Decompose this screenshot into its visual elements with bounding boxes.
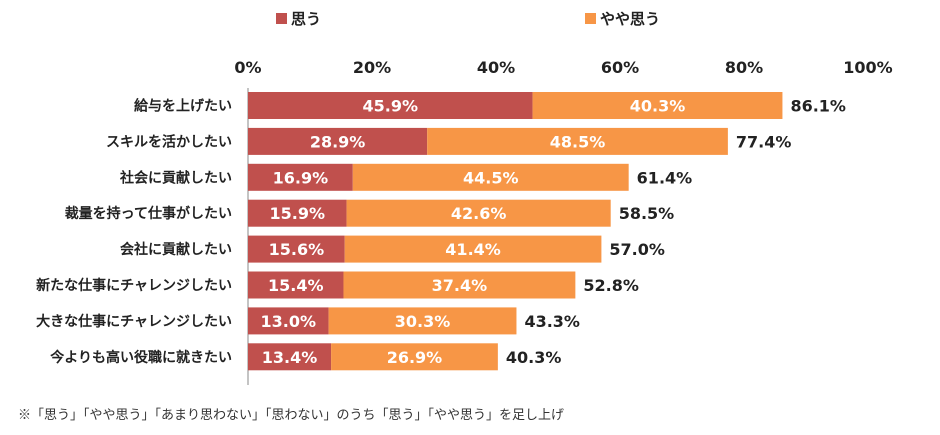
x-tick-label: 100% <box>843 58 892 77</box>
legend-item-yaya-omou: やや思う <box>585 8 660 29</box>
bar-omou <box>248 307 329 335</box>
x-tick-label: 40% <box>477 58 515 77</box>
stacked-bar-chart: 0% 20% 40% 60% 80% 100% 給与を上げたい 45.9% 40.3% 86.1%… <box>36 58 893 385</box>
total-label: 61.4% <box>637 168 693 187</box>
bar-yaya-omou <box>532 92 783 119</box>
category-label: スキルを活かしたい <box>106 133 232 150</box>
bar-omou <box>248 163 353 191</box>
category-label: 今よりも高い役職に就きたい <box>49 349 232 366</box>
category-label: 大きな仕事にチャレンジしたい <box>36 313 232 330</box>
total-label: 77.4% <box>736 132 792 151</box>
footnote: ※「思う」「やや思う」「あまり思わない」「思わない」のうち「思う」「やや思う」を… <box>18 408 565 423</box>
data-label: 26.9% <box>387 348 443 367</box>
category-label: 裁量を持って仕事がしたい <box>65 205 232 222</box>
bar-omou <box>248 271 344 299</box>
data-label: 13.4% <box>262 348 318 367</box>
category-label: 社会に貢献したい <box>119 169 232 186</box>
data-label: 15.6% <box>269 240 325 259</box>
x-tick-label: 20% <box>353 58 391 77</box>
data-label: 41.4% <box>445 240 501 259</box>
bar-omou <box>248 127 428 155</box>
data-label: 48.5% <box>550 132 606 151</box>
data-label: 15.4% <box>268 276 324 295</box>
total-label: 40.3% <box>506 348 562 367</box>
legend-label-omou: 思う <box>291 10 322 28</box>
data-label: 37.4% <box>432 276 488 295</box>
category-label: 新たな仕事にチャレンジしたい <box>36 277 232 294</box>
x-tick-label: 80% <box>725 58 763 77</box>
data-label: 13.0% <box>261 312 317 331</box>
total-label: 52.8% <box>583 276 639 295</box>
bar-yaya-omou <box>344 235 602 263</box>
bar-omou <box>248 343 332 371</box>
data-label: 15.9% <box>270 204 326 223</box>
bar-omou <box>248 235 345 263</box>
total-label: 57.0% <box>609 240 665 259</box>
legend-label-yaya-omou: やや思う <box>600 10 661 28</box>
data-label: 16.9% <box>273 168 329 187</box>
data-label: 44.5% <box>463 168 519 187</box>
bar-yaya-omou <box>331 343 498 371</box>
x-tick-label: 0% <box>234 58 261 77</box>
data-label: 45.9% <box>363 97 419 116</box>
legend-swatch-yaya-omou <box>585 13 596 24</box>
total-label: 43.3% <box>524 312 580 331</box>
bar-omou <box>248 92 533 119</box>
bar-omou <box>248 199 347 227</box>
category-label: 会社に貢献したい <box>120 241 232 258</box>
data-label: 40.3% <box>630 97 686 116</box>
data-label: 28.9% <box>310 132 366 151</box>
legend-swatch-omou <box>276 13 287 24</box>
data-label: 42.6% <box>451 204 507 223</box>
bar-yaya-omou <box>328 307 517 335</box>
total-label: 58.5% <box>619 204 675 223</box>
bar-yaya-omou <box>427 127 728 155</box>
bar-yaya-omou <box>343 271 576 299</box>
bar-yaya-omou <box>346 199 611 227</box>
legend-item-omou: 思う <box>276 8 321 29</box>
category-label: 給与を上げたい <box>134 98 232 115</box>
total-label: 86.1% <box>790 97 846 116</box>
bar-yaya-omou <box>352 163 629 191</box>
data-label: 30.3% <box>395 312 451 331</box>
x-tick-label: 60% <box>601 58 639 77</box>
